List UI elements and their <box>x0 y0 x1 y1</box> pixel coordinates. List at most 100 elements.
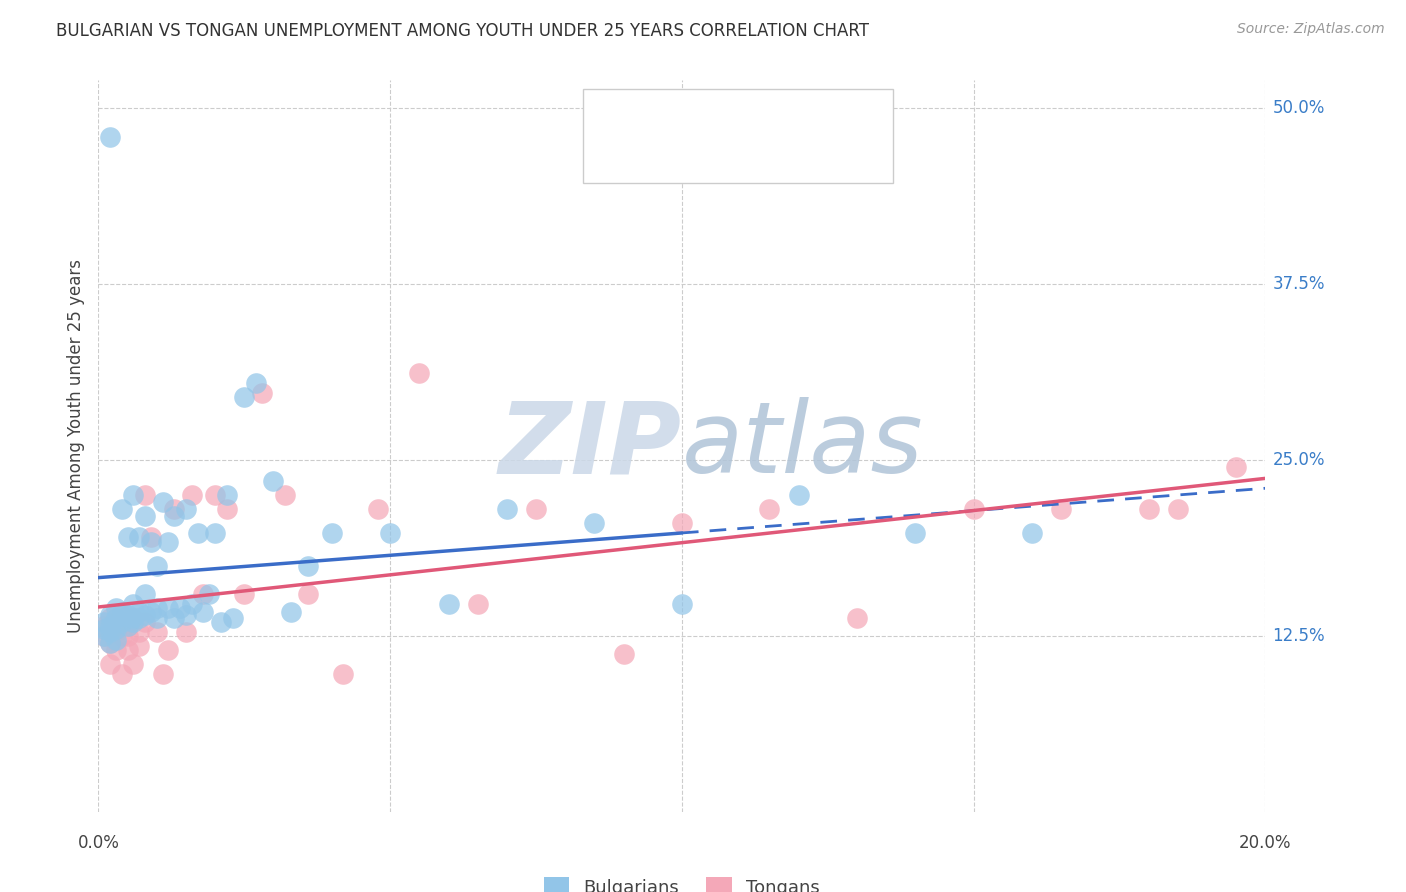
Point <box>128 610 150 624</box>
Point <box>122 597 145 611</box>
Point <box>524 502 547 516</box>
Text: ZIP: ZIP <box>499 398 682 494</box>
Point <box>157 534 180 549</box>
Point <box>111 615 134 629</box>
Point <box>139 534 162 549</box>
Text: 25.0%: 25.0% <box>1272 451 1324 469</box>
Point <box>93 629 115 643</box>
Point <box>104 643 127 657</box>
Point <box>245 376 267 390</box>
Point <box>117 530 139 544</box>
Point <box>221 610 243 624</box>
Point <box>408 366 430 380</box>
Point <box>122 610 145 624</box>
Point <box>139 530 162 544</box>
Point <box>104 615 127 629</box>
Point <box>962 502 984 516</box>
Point <box>209 615 232 629</box>
Point <box>104 600 127 615</box>
Point <box>117 607 139 622</box>
Point <box>758 502 780 516</box>
Point <box>111 629 134 643</box>
Point <box>134 587 156 601</box>
Point <box>904 526 927 541</box>
Point <box>193 587 215 601</box>
Point <box>163 509 186 524</box>
Point <box>122 657 145 671</box>
Point <box>297 587 319 601</box>
Point <box>274 488 297 502</box>
Point <box>98 610 121 624</box>
Point <box>117 619 139 633</box>
Text: N =: N = <box>730 143 769 161</box>
Point <box>367 502 389 516</box>
Point <box>134 509 156 524</box>
Point <box>1021 526 1043 541</box>
Point <box>93 622 115 636</box>
Point <box>174 502 197 516</box>
Point <box>157 643 180 657</box>
Point <box>233 587 256 601</box>
Point <box>845 610 868 624</box>
Point <box>111 607 134 622</box>
Text: BULGARIAN VS TONGAN UNEMPLOYMENT AMONG YOUTH UNDER 25 YEARS CORRELATION CHART: BULGARIAN VS TONGAN UNEMPLOYMENT AMONG Y… <box>56 22 869 40</box>
Point <box>787 488 810 502</box>
Point <box>128 624 150 639</box>
Point <box>198 587 221 601</box>
Point <box>93 629 115 643</box>
Point <box>193 605 215 619</box>
Point <box>157 600 180 615</box>
Point <box>104 622 127 636</box>
Text: 48: 48 <box>761 143 786 161</box>
Text: 20.0%: 20.0% <box>1239 834 1292 852</box>
Point <box>134 607 156 622</box>
Point <box>122 615 145 629</box>
Point <box>98 129 121 144</box>
Point <box>117 629 139 643</box>
Point <box>280 605 302 619</box>
Text: N =: N = <box>730 104 769 122</box>
Point <box>111 605 134 619</box>
Point <box>174 624 197 639</box>
Point <box>128 530 150 544</box>
Point <box>1137 502 1160 516</box>
Point <box>152 495 174 509</box>
Point <box>98 624 121 639</box>
Point <box>187 526 209 541</box>
Point <box>180 597 202 611</box>
Point <box>146 624 169 639</box>
Point <box>612 647 634 661</box>
Point <box>215 502 238 516</box>
Point <box>163 502 186 516</box>
Point <box>204 526 226 541</box>
Point <box>98 636 121 650</box>
Point <box>467 597 489 611</box>
Point <box>583 516 606 531</box>
Point <box>98 619 121 633</box>
Text: 63: 63 <box>761 104 786 122</box>
Text: R =: R = <box>641 143 681 161</box>
Point <box>180 488 202 502</box>
Point <box>204 488 226 502</box>
Point <box>128 639 150 653</box>
Point <box>169 600 191 615</box>
Point <box>297 558 319 573</box>
Point <box>1050 502 1073 516</box>
Point <box>134 488 156 502</box>
Point <box>321 526 343 541</box>
Point <box>117 643 139 657</box>
Point <box>122 488 145 502</box>
Text: R =: R = <box>641 104 681 122</box>
Point <box>146 558 169 573</box>
Text: 0.0%: 0.0% <box>77 834 120 852</box>
Point <box>146 610 169 624</box>
Point <box>104 633 127 648</box>
Text: 0.164: 0.164 <box>672 104 728 122</box>
Point <box>122 610 145 624</box>
Point <box>134 615 156 629</box>
Point <box>104 624 127 639</box>
Point <box>93 619 115 633</box>
Point <box>671 597 693 611</box>
Point <box>378 526 402 541</box>
Y-axis label: Unemployment Among Youth under 25 years: Unemployment Among Youth under 25 years <box>66 259 84 633</box>
